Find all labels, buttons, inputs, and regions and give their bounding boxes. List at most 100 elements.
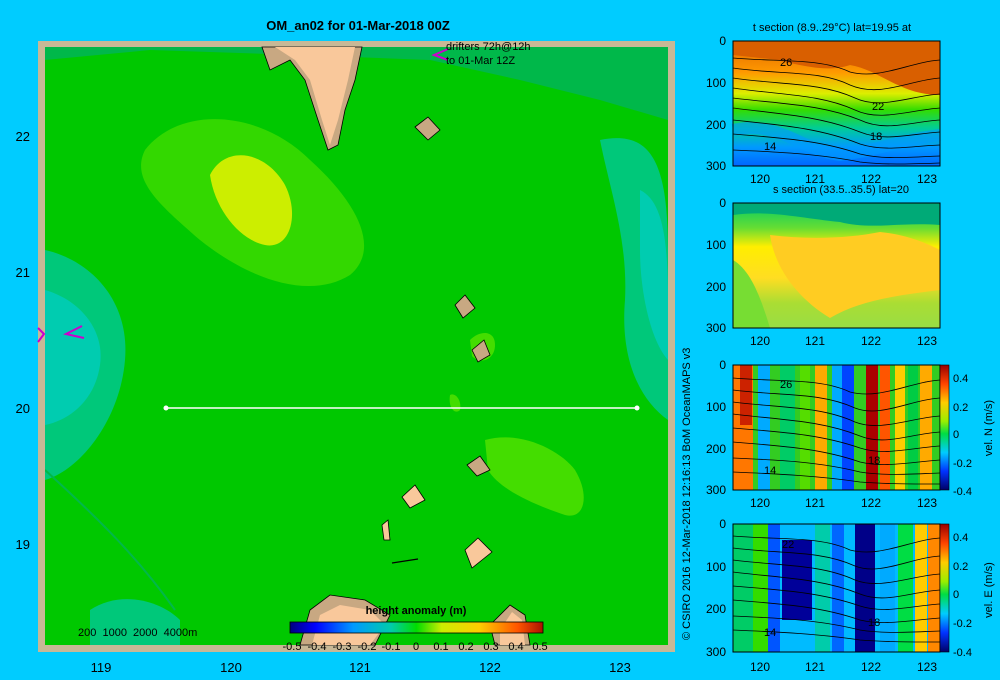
section-x-tick-label: 123 xyxy=(917,496,937,510)
colorbar-ticks: -0.5 -0.4 -0.3 -0.2 -0.1 0 0.1 0.2 0.3 0… xyxy=(283,641,548,653)
colorbar-tick-label: -0.1 xyxy=(382,641,401,653)
map-x-tick-label: 120 xyxy=(220,660,242,675)
section-y-tick-label: 100 xyxy=(706,400,726,414)
section-x-tick-label: 123 xyxy=(917,334,937,348)
section-line-end xyxy=(634,405,640,411)
island-shape xyxy=(464,537,493,569)
section-x-tick-label: 121 xyxy=(805,496,825,510)
section-y-tick-label: 200 xyxy=(706,442,726,456)
map-x-tick-label: 122 xyxy=(479,660,501,675)
section-x-tick-label: 123 xyxy=(917,172,937,186)
contour-label: 18 xyxy=(868,617,880,629)
colorbar-tick-label: 0.3 xyxy=(483,641,498,653)
section-x-tick-label: 121 xyxy=(805,334,825,348)
drifter-label: to 01-Mar 12Z xyxy=(446,55,515,67)
depth-legend: 200 1000 2000 4000m xyxy=(78,627,197,639)
contour-label: 14 xyxy=(764,627,776,639)
section-x-tick-label: 120 xyxy=(750,496,770,510)
colorbar-title: height anomaly (m) xyxy=(366,605,467,617)
section-y-tick-label: 300 xyxy=(706,321,726,335)
contour-label: 18 xyxy=(870,131,882,143)
section-y-tick-label: 0 xyxy=(719,517,726,531)
section-x-tick-label: 120 xyxy=(750,172,770,186)
colorbar-tick-label: 0.4 xyxy=(953,373,968,385)
vel-n-colorbar-ticks: 0.4 0.2 0 -0.2 -0.4 xyxy=(953,373,972,498)
map-y-tick-label: 21 xyxy=(16,265,30,280)
colorbar-tick-label: 0 xyxy=(413,641,419,653)
colorbar-tick-label: 0.2 xyxy=(953,402,968,414)
section-y-tick-label: 100 xyxy=(706,560,726,574)
section-x-tick-label: 122 xyxy=(861,172,881,186)
section-x-tick-label: 122 xyxy=(861,334,881,348)
vel-n-colorbar xyxy=(939,364,950,491)
vel-n-section xyxy=(732,364,941,491)
section-x-tick-label: 122 xyxy=(861,660,881,674)
section-y-tick-label: 300 xyxy=(706,645,726,659)
colorbar-tick-label: 0.1 xyxy=(433,641,448,653)
section-y-tick-label: 300 xyxy=(706,159,726,173)
island-shape xyxy=(381,519,391,541)
colorbar-tick-label: -0.2 xyxy=(953,618,972,630)
colorbar-tick-label: 0 xyxy=(953,589,959,601)
contour-label: 14 xyxy=(764,141,776,153)
island-shape xyxy=(414,116,441,141)
colorbar-tick-label: -0.2 xyxy=(358,641,377,653)
section-y-tick-label: 0 xyxy=(719,358,726,372)
map-title: OM_an02 for 01-Mar-2018 00Z xyxy=(266,18,450,33)
section-y-tick-label: 0 xyxy=(719,196,726,210)
colorbar-tick-label: -0.2 xyxy=(953,458,972,470)
colorbar-tick-label: 0.4 xyxy=(508,641,523,653)
section-x-tick-label: 122 xyxy=(861,496,881,510)
map-y-axis: 22 21 20 19 xyxy=(16,129,30,552)
colorbar-tick-label: -0.5 xyxy=(283,641,302,653)
map-x-tick-label: 123 xyxy=(609,660,631,675)
map-y-tick-label: 19 xyxy=(16,537,30,552)
contour-label: 26 xyxy=(780,57,792,69)
contour-label: 22 xyxy=(782,539,794,551)
vel-e-colorbar-label: vel. E (m/s) xyxy=(983,562,995,618)
map-x-tick-label: 119 xyxy=(91,660,112,675)
contour-label: 18 xyxy=(868,455,880,467)
section-x-tick-label: 123 xyxy=(917,660,937,674)
map-y-tick-label: 22 xyxy=(16,129,30,144)
colorbar-tick-label: 0.4 xyxy=(953,532,968,544)
colorbar-tick-label: -0.4 xyxy=(953,486,972,498)
section-y-tick-label: 200 xyxy=(706,118,726,132)
section-y-tick-label: 100 xyxy=(706,76,726,90)
colorbar-tick-label: -0.4 xyxy=(953,647,972,659)
colorbar-tick-label: 0 xyxy=(953,429,959,441)
map-field xyxy=(45,47,668,645)
island-shape xyxy=(471,339,491,363)
drifter-arrow xyxy=(63,325,85,339)
section-x-axes: 120 121 122 123 120 121 122 123 120 121 … xyxy=(750,172,937,674)
temperature-section xyxy=(731,40,941,167)
drifter-label: drifters 72h@12h xyxy=(446,41,531,53)
island-shape xyxy=(466,455,491,477)
vel-e-section xyxy=(732,523,941,653)
map-x-tick-label: 121 xyxy=(349,660,371,675)
colorbar-tick-label: 0.5 xyxy=(532,641,547,653)
vel-e-colorbar-ticks: 0.4 0.2 0 -0.2 -0.4 xyxy=(953,532,972,659)
section-y-tick-label: 0 xyxy=(719,34,726,48)
section-x-tick-label: 120 xyxy=(750,660,770,674)
section-x-tick-label: 121 xyxy=(805,172,825,186)
drifter-arrow xyxy=(431,48,449,61)
vel-e-colorbar xyxy=(939,523,950,653)
drifter-arrow xyxy=(37,327,46,343)
map-y-tick-label: 20 xyxy=(16,401,30,416)
island-shape xyxy=(454,294,476,319)
colorbar-tick-label: -0.4 xyxy=(308,641,327,653)
section-y-tick-label: 300 xyxy=(706,483,726,497)
vel-n-colorbar-label: vel. N (m/s) xyxy=(983,400,995,456)
colorbar-tick-label: -0.3 xyxy=(333,641,352,653)
contour-label: 14 xyxy=(764,465,776,477)
contour-label: 22 xyxy=(872,101,884,113)
colorbar-tick-label: 0.2 xyxy=(458,641,473,653)
section-line-end xyxy=(163,405,169,411)
credit-text: © CSIRO 2016 12-Mar-2018 12:16:13 BoM Oc… xyxy=(681,348,693,640)
salinity-section xyxy=(732,202,941,329)
section-y-tick-label: 100 xyxy=(706,238,726,252)
section-y-tick-label: 200 xyxy=(706,602,726,616)
colorbar-swatch xyxy=(289,621,544,634)
